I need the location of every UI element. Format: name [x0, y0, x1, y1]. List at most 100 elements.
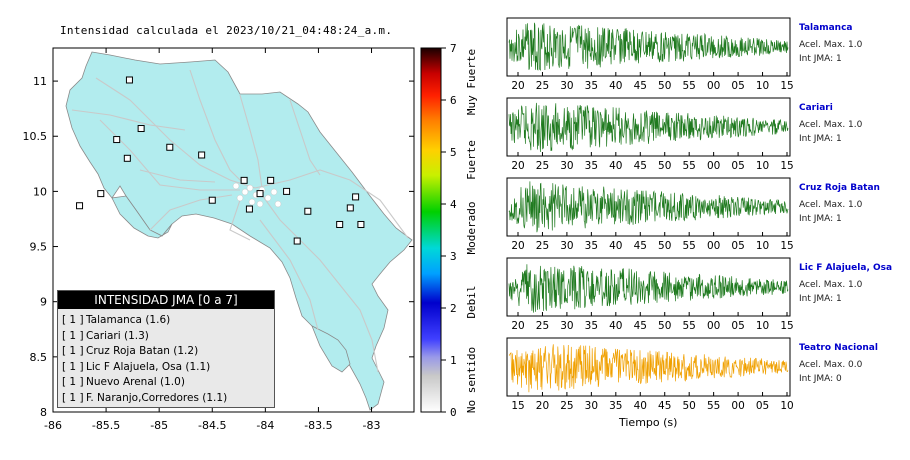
trace-tick-label: 45: [634, 160, 647, 172]
trace-tick-label: 40: [609, 160, 622, 172]
y-tick-label: 11: [33, 75, 47, 88]
colorbar-tick-label: 0: [450, 406, 457, 419]
colorbar-tick-label: 2: [450, 302, 457, 315]
trace-tick-label: 25: [536, 240, 549, 252]
trace-waveform: [508, 102, 789, 153]
trace-info: Talamanca Acel. Max. 1.0 Int JMA: 1: [799, 23, 862, 64]
station-marker: [245, 205, 253, 213]
int-jma: Int JMA: 1: [799, 294, 842, 304]
station-markers: [76, 76, 365, 245]
trace-tick-label: 40: [609, 80, 622, 92]
trace-tick-label: 40: [609, 240, 622, 252]
trace-tick-label: 30: [560, 240, 573, 252]
trace-tick-label: 05: [731, 160, 744, 172]
trace-tick-label: 50: [658, 160, 671, 172]
trace-tick-label: 50: [682, 400, 695, 412]
trace-frame: [506, 97, 791, 157]
trace-info: Lic F Alajuela, Osa Acel. Max. 1.0 Int JMA…: [799, 263, 892, 304]
x-tick-label: -84.5: [198, 419, 226, 432]
station-marker: [336, 220, 344, 228]
legend-label: Cruz Roja Batan (1.2): [86, 345, 199, 358]
colorbar-category-label: No sentido: [465, 347, 478, 413]
colorbar-tick-label: 5: [450, 146, 457, 159]
trace-tick-label: 25: [536, 80, 549, 92]
station-marker: [256, 190, 264, 198]
legend-item: [ 1 ] Nuevo Arenal (1.0): [62, 375, 274, 391]
legend-label: F. Naranjo,Corredores (1.1): [86, 391, 228, 404]
y-tick-label: 10: [33, 185, 47, 198]
trace-tick-label: 55: [682, 80, 695, 92]
trace-tick-label: 20: [511, 320, 524, 332]
trace-tick-label: 10: [756, 240, 769, 252]
y-tick-label: 8.5: [30, 351, 48, 364]
trace-tick-label: 10: [780, 400, 793, 412]
station-marker: [304, 207, 312, 215]
trace-tick-label: 30: [585, 400, 598, 412]
intensity-legend: INTENSIDAD JMA [0 a 7] [ 1 ] Talamanca (1…: [57, 290, 275, 408]
station-marker: [357, 220, 365, 228]
trace-tick-label: 35: [609, 400, 622, 412]
trace-tick-label: 15: [780, 240, 793, 252]
trace-tick-label: 30: [560, 160, 573, 172]
trace-tick-label: 45: [658, 400, 671, 412]
colorbar-ticks: 0 1 2 3 4 5 6 7 No sentido Debil Moderado Fuerte Muy…: [441, 42, 478, 419]
legend-item: [ 1 ] Cariari (1.3): [62, 329, 274, 345]
colorbar-tick-label: 7: [450, 42, 457, 55]
legend-item: [ 1 ] Talamanca (1.6): [62, 313, 274, 329]
trace-tick-label: 15: [780, 320, 793, 332]
osa-peninsula: [311, 325, 351, 373]
traces-xlabel: Tiempo (s): [619, 416, 678, 429]
station-link[interactable]: Cariari: [799, 103, 833, 113]
trace-tick-label: 05: [731, 80, 744, 92]
station-link[interactable]: Teatro Nacional: [799, 343, 878, 353]
trace-tick-label: 50: [658, 240, 671, 252]
costa-rica-land: [65, 51, 413, 411]
station-link[interactable]: Cruz Roja Batan: [799, 183, 880, 193]
trace-waveform: [508, 344, 789, 393]
trace-tick-label: 05: [731, 320, 744, 332]
trace-tick-label: 15: [780, 80, 793, 92]
legend-label: Nuevo Arenal (1.0): [86, 376, 185, 389]
trace-info: Teatro Nacional Acel. Max. 0.0 Int JMA: 0: [799, 343, 878, 384]
trace-tick-label: 10: [756, 320, 769, 332]
acel-max: Acel. Max. 1.0: [799, 200, 863, 210]
trace-info: Cariari Acel. Max. 1.0 Int JMA: 1: [799, 103, 862, 144]
trace-tick-label: 35: [585, 160, 598, 172]
y-tick-label: 10.5: [23, 130, 48, 143]
legend-list: [ 1 ] Talamanca (1.6)[ 1 ] Cariari (1.3)[ …: [58, 309, 274, 407]
trace-tick-label: 05: [731, 240, 744, 252]
station-marker: [346, 204, 354, 212]
acel-max: Acel. Max. 1.0: [799, 280, 863, 290]
station-marker: [240, 176, 248, 184]
trace-tick-label: 40: [609, 320, 622, 332]
trace-tick-label: 30: [560, 320, 573, 332]
legend-bullet: [ 1 ]: [62, 329, 84, 342]
colorbar-tick-label: 3: [450, 250, 457, 263]
station-marker: [293, 237, 301, 245]
trace-waveform: [508, 264, 789, 313]
station-marker: [76, 202, 84, 210]
station-marker: [125, 76, 133, 84]
int-jma: Int JMA: 1: [799, 214, 842, 224]
legend-bullet: [ 1 ]: [62, 376, 84, 389]
station-marker: [267, 176, 275, 184]
station-marker: [123, 154, 131, 162]
legend-label: Lic F Alajuela, Osa (1.1): [86, 360, 211, 373]
station-marker: [352, 193, 360, 201]
colorbar-gradient: [420, 47, 442, 413]
y-tick-label: 8: [40, 406, 47, 419]
nicoya-peninsula: [111, 195, 173, 239]
acel-max: Acel. Max. 1.0: [799, 120, 863, 130]
station-link[interactable]: Lic F Alajuela, Osa: [799, 263, 893, 273]
trace-tick-label: 45: [634, 80, 647, 92]
trace-tick-label: 10: [756, 160, 769, 172]
trace-tick-label: 20: [511, 240, 524, 252]
trace-tick-label: 45: [634, 240, 647, 252]
trace-tick-label: 10: [756, 80, 769, 92]
colorbar-category-label: Muy Fuerte: [465, 49, 478, 115]
legend-bullet: [ 1 ]: [62, 345, 84, 358]
trace-tick-label: 35: [585, 320, 598, 332]
station-link[interactable]: Talamanca: [799, 23, 853, 33]
colorbar-tick-label: 4: [450, 198, 457, 211]
